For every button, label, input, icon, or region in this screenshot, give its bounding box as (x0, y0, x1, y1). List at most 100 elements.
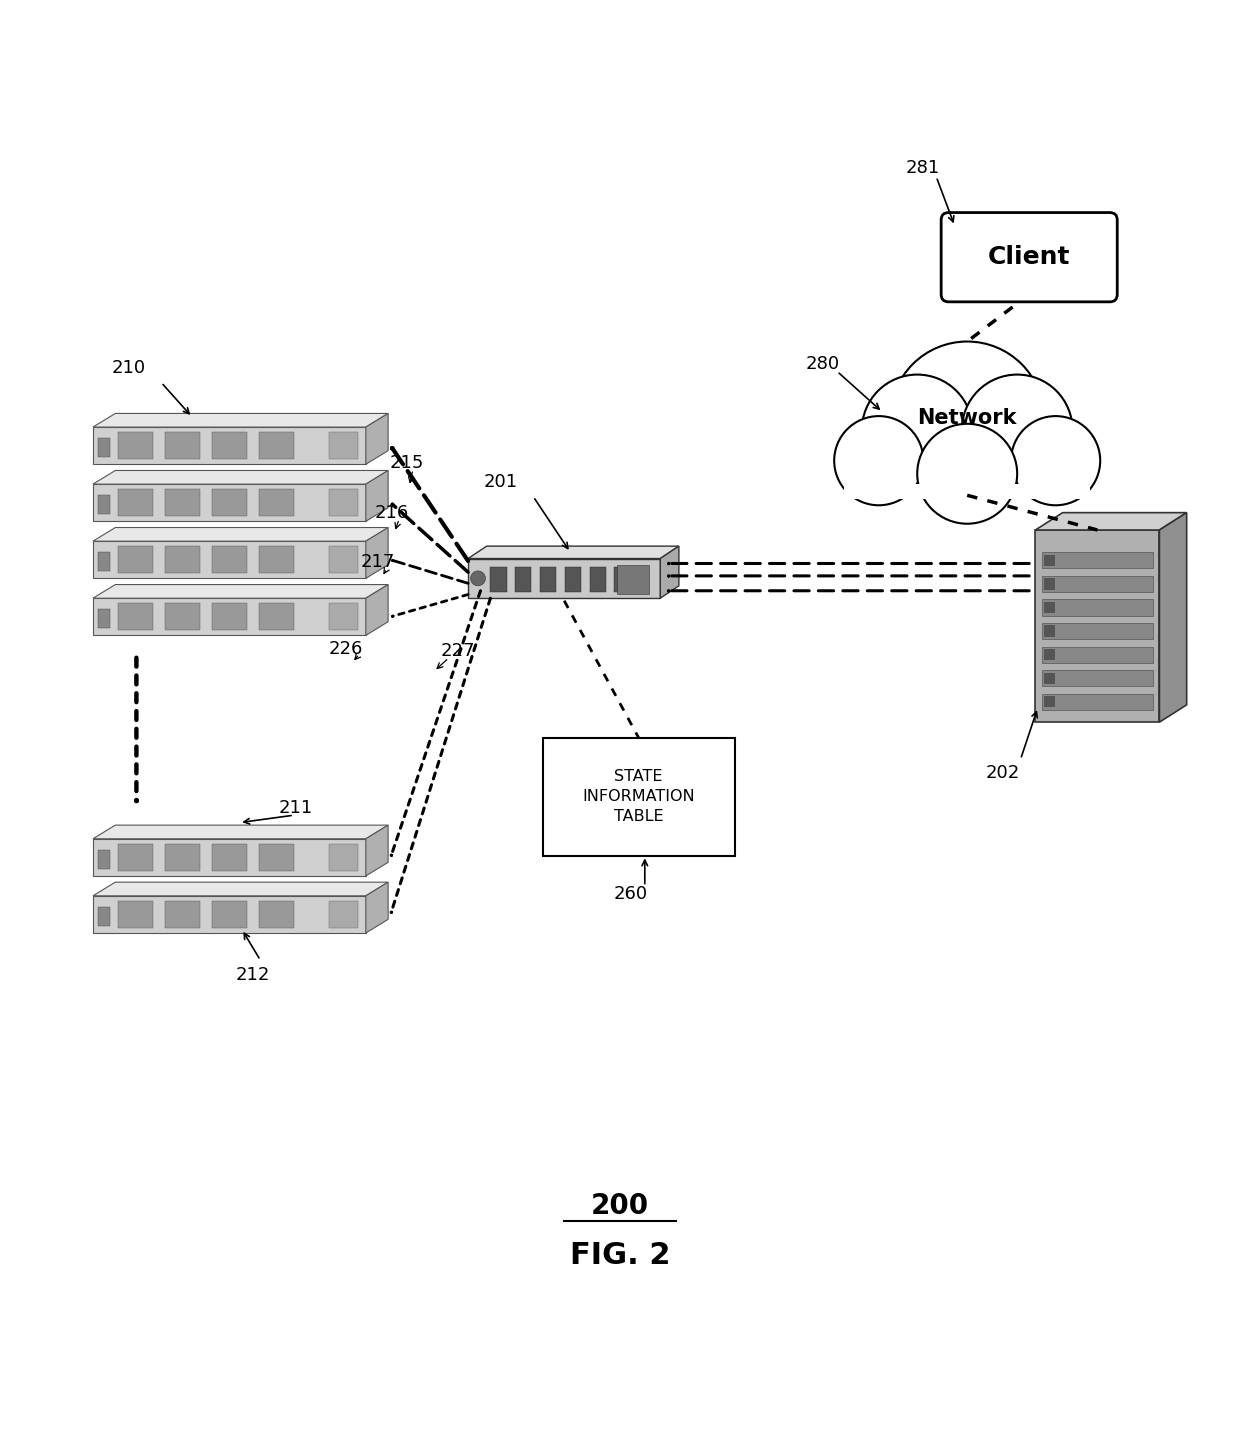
Bar (565, 567, 580, 591)
Bar (212, 546, 247, 573)
Bar (98, 610, 110, 629)
Bar (118, 901, 153, 928)
Bar (98, 906, 110, 925)
Polygon shape (366, 527, 388, 579)
Bar (118, 603, 153, 630)
Bar (1044, 649, 1055, 660)
Bar (1042, 553, 1153, 569)
Bar (1044, 579, 1055, 590)
Polygon shape (366, 414, 388, 464)
Polygon shape (660, 546, 680, 599)
Bar (618, 564, 650, 594)
Polygon shape (93, 471, 388, 484)
Circle shape (1011, 417, 1100, 505)
Bar (329, 490, 358, 517)
Bar (259, 843, 294, 871)
Circle shape (862, 375, 972, 485)
Bar (1042, 693, 1153, 710)
Bar (543, 737, 734, 855)
Polygon shape (93, 599, 366, 636)
Bar (165, 490, 200, 517)
Bar (516, 567, 532, 591)
Polygon shape (844, 484, 1090, 500)
Bar (1044, 554, 1055, 566)
Text: 210: 210 (112, 358, 146, 377)
Circle shape (890, 341, 1044, 495)
Bar (1042, 623, 1153, 639)
Bar (1044, 601, 1055, 613)
Text: 217: 217 (361, 553, 396, 571)
Bar (212, 432, 247, 460)
Bar (329, 432, 358, 460)
Text: 200: 200 (591, 1191, 649, 1220)
Bar (329, 843, 358, 871)
Polygon shape (93, 882, 388, 896)
Bar (491, 567, 507, 591)
Polygon shape (93, 484, 366, 521)
Bar (212, 490, 247, 517)
Bar (590, 567, 605, 591)
Text: 202: 202 (986, 765, 1021, 782)
Bar (118, 546, 153, 573)
Polygon shape (366, 882, 388, 934)
Text: STATE
INFORMATION
TABLE: STATE INFORMATION TABLE (583, 769, 694, 823)
Bar (98, 553, 110, 571)
Bar (212, 843, 247, 871)
Bar (1044, 626, 1055, 637)
Circle shape (471, 571, 486, 586)
Text: 212: 212 (236, 967, 270, 984)
Circle shape (918, 424, 1017, 524)
Polygon shape (366, 825, 388, 876)
Bar (98, 851, 110, 869)
Text: 280: 280 (806, 355, 841, 372)
Polygon shape (1035, 513, 1187, 530)
Polygon shape (93, 527, 388, 541)
Circle shape (835, 417, 924, 505)
Bar (118, 490, 153, 517)
Polygon shape (93, 414, 388, 427)
Text: 260: 260 (614, 885, 649, 904)
Polygon shape (93, 825, 388, 839)
Polygon shape (469, 546, 680, 558)
Circle shape (962, 375, 1073, 485)
Polygon shape (93, 896, 366, 934)
Bar (259, 490, 294, 517)
Text: 227: 227 (440, 643, 475, 660)
Bar (212, 603, 247, 630)
Polygon shape (469, 558, 660, 599)
Bar (1042, 647, 1153, 663)
Text: 281: 281 (905, 159, 940, 178)
Text: 211: 211 (279, 799, 314, 816)
Text: 201: 201 (484, 473, 518, 491)
Polygon shape (366, 584, 388, 636)
Bar (165, 432, 200, 460)
Bar (329, 546, 358, 573)
Polygon shape (1035, 530, 1159, 722)
Bar (329, 603, 358, 630)
Bar (165, 603, 200, 630)
FancyBboxPatch shape (941, 212, 1117, 302)
Bar (541, 567, 556, 591)
Text: Client: Client (988, 245, 1070, 269)
Polygon shape (93, 584, 388, 599)
Text: FIG. 2: FIG. 2 (569, 1242, 671, 1270)
Bar (1044, 673, 1055, 683)
Bar (1042, 670, 1153, 686)
Polygon shape (1159, 513, 1187, 722)
Text: 226: 226 (329, 640, 363, 657)
Bar (165, 901, 200, 928)
Polygon shape (93, 427, 366, 464)
Bar (259, 901, 294, 928)
Bar (259, 603, 294, 630)
Bar (118, 432, 153, 460)
Bar (259, 432, 294, 460)
Bar (259, 546, 294, 573)
Bar (165, 546, 200, 573)
Bar (1044, 696, 1055, 707)
Bar (1042, 576, 1153, 591)
Bar (615, 567, 631, 591)
Text: 215: 215 (389, 454, 424, 473)
Bar (98, 495, 110, 514)
Bar (118, 843, 153, 871)
Bar (98, 438, 110, 457)
